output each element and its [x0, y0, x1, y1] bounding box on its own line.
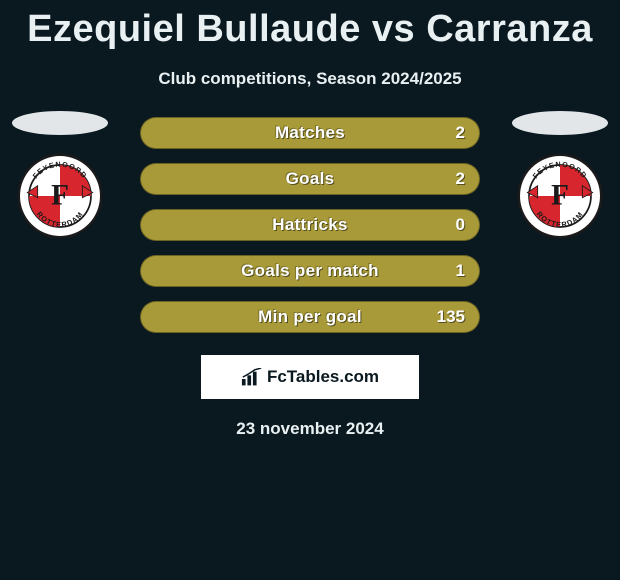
svg-text:F: F [51, 180, 69, 212]
stat-bar: Min per goal 135 [140, 301, 480, 333]
avatar-right [512, 111, 608, 135]
player-right: F FEYENOORD ROTTERDAM [512, 111, 608, 239]
stat-label: Min per goal [258, 307, 362, 327]
stat-label: Goals per match [241, 261, 379, 281]
stat-bar: Goals per match 1 [140, 255, 480, 287]
brand-chart-icon [241, 368, 263, 386]
club-crest-left: F FEYENOORD ROTTERDAM [17, 153, 103, 239]
stat-bar: Hattricks 0 [140, 209, 480, 241]
stat-label: Goals [286, 169, 335, 189]
stat-value: 1 [456, 261, 465, 281]
stat-label: Hattricks [272, 215, 347, 235]
brand-box: FcTables.com [201, 355, 419, 399]
player-left: F FEYENOORD ROTTERDAM [12, 111, 108, 239]
stat-value: 0 [456, 215, 465, 235]
comparison-panel: F FEYENOORD ROTTERDAM F FEYENOOR [0, 117, 620, 439]
brand-text: FcTables.com [267, 367, 379, 387]
stat-bar: Matches 2 [140, 117, 480, 149]
stats-bars: Matches 2 Goals 2 Hattricks 0 Goals per match 1… [140, 117, 480, 333]
stat-label: Matches [275, 123, 345, 143]
avatar-left [12, 111, 108, 135]
stat-value: 2 [456, 169, 465, 189]
svg-text:F: F [551, 180, 569, 212]
subtitle: Club competitions, Season 2024/2025 [0, 69, 620, 89]
date-text: 23 november 2024 [0, 419, 620, 439]
stat-bar: Goals 2 [140, 163, 480, 195]
club-crest-right: F FEYENOORD ROTTERDAM [517, 153, 603, 239]
stat-value: 135 [437, 307, 465, 327]
stat-value: 2 [456, 123, 465, 143]
page-title: Ezequiel Bullaude vs Carranza [0, 0, 620, 51]
